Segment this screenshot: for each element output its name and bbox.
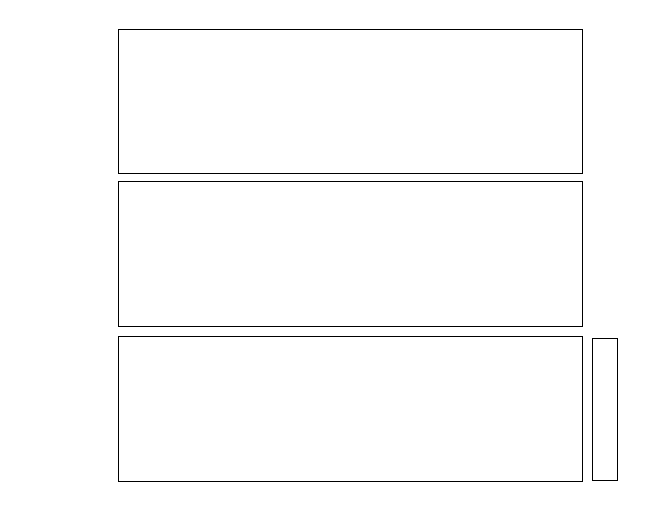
proton-flux-panel: [118, 336, 583, 482]
proton-flux-plot-canvas: [119, 337, 582, 481]
colorbar: [592, 338, 618, 481]
dst-panel: [118, 181, 583, 327]
dst-axis-label: [59, 182, 75, 326]
kp-axis-label: [8, 30, 72, 173]
dst-plot-canvas: [119, 182, 582, 326]
proton-flux-axis-label: [57, 337, 73, 481]
kp-plot-canvas: [119, 30, 582, 173]
kp-panel: [118, 29, 583, 174]
